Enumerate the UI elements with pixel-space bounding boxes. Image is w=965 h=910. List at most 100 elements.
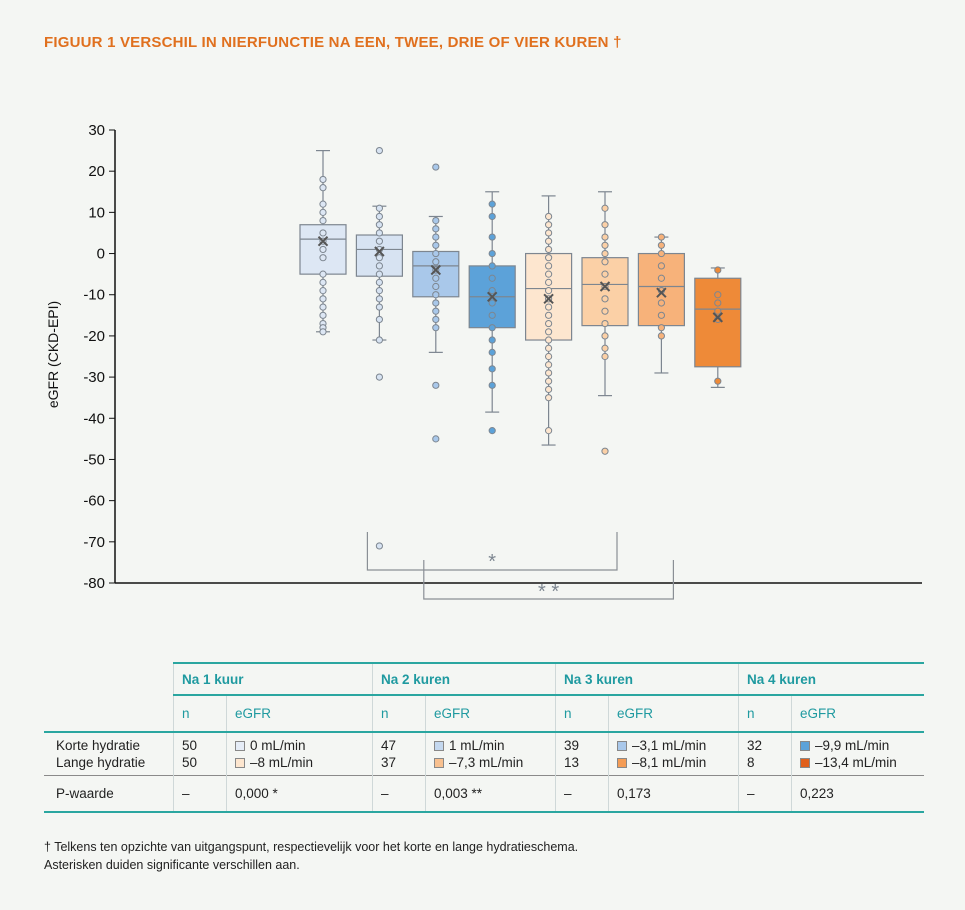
group-header-2: Na 2 kuren [372,662,556,696]
data-point [601,295,609,303]
cell-egfr-1-korte: 0 mL/min [250,738,306,753]
data-point [601,447,609,455]
y-tick-label: -50 [83,451,105,468]
data-point [714,377,722,385]
y-tick-label: 0 [97,246,105,263]
data-point [545,245,553,254]
data-point [601,204,609,212]
data-point [545,221,553,229]
data-point [545,311,553,319]
cell-n-4-korte: 32 [747,738,763,753]
data-point [432,274,440,282]
data-point [657,262,666,270]
cell-p-3: 0,173 [608,775,739,813]
data-point [319,254,327,262]
data-point [601,332,609,340]
significance-label: * [488,551,496,573]
y-tick-label: -30 [83,369,105,386]
data-point [545,212,553,221]
data-point [432,282,440,291]
data-point [488,200,496,208]
y-tick-label: -20 [83,328,105,345]
y-tick-label: -40 [83,410,105,427]
data-point [432,381,440,389]
data-point [657,274,666,282]
data-point [714,266,722,274]
data-point [714,307,722,315]
row-label-korte: Korte hydratie [56,738,141,753]
data-point [432,163,440,171]
data-point [375,287,383,295]
data-point [375,295,383,303]
col-egfr-3: eGFR [608,695,739,733]
data-point [545,344,553,352]
mean-marker [543,293,554,305]
table-row-p-waarde: P-waarde – 0,000 * – 0,003 ** – 0,173 – … [44,775,924,813]
data-point [319,328,327,336]
data-point [488,262,496,270]
data-point [432,291,440,299]
cell-dash-2: – [372,775,426,813]
data-point [488,336,496,344]
cell-dash-3: – [555,775,609,813]
footnote-line-2: Asterisken duiden significante verschill… [44,858,300,872]
data-point [657,299,666,307]
y-tick-label: -70 [83,534,105,551]
swatch-1-lange [235,758,245,768]
group-header-3: Na 3 kuren [555,662,739,696]
data-point [375,204,383,212]
data-point [714,291,722,299]
cell-p-1: 0,000 * [226,775,373,813]
data-point [714,299,722,307]
swatch-3-korte [617,741,627,751]
data-point [375,221,383,229]
data-point [657,324,666,332]
data-point [319,175,327,184]
data-point [375,229,383,237]
y-axis-label: eGFR (CKD-EPI) [45,301,61,408]
data-point [488,427,496,435]
mean-marker [712,312,724,323]
data-point [375,542,383,550]
table-group-header-row: Na 1 kuur Na 2 kuren Na 3 kuren Na 4 kur… [44,662,924,696]
data-point [545,262,553,270]
data-point [545,361,553,369]
significance-bracket [366,532,618,571]
data-point [432,435,440,443]
data-point [432,307,440,315]
cell-egfr-1-lange: –8 mL/min [250,755,314,770]
data-point [657,233,666,241]
data-point [375,315,383,324]
mean-marker [486,291,498,302]
cell-egfr-4-lange: –13,4 mL/min [815,755,897,770]
data-point [319,303,327,311]
data-point [319,287,327,295]
data-point [488,348,496,356]
data-point [319,208,327,216]
col-n-4: n [738,695,792,733]
cell-n-4-lange: 8 [747,755,755,770]
data-point [601,307,609,315]
cell-p-4: 0,223 [791,775,924,813]
data-point [545,369,553,377]
col-n-3: n [555,695,609,733]
data-point [432,217,440,225]
box-plot-chart: 30 20 10 0 -10 -20 -30 -40 -50 -60 -70 -80 eGFR (CKD… [45,122,922,603]
mean-marker [430,264,442,276]
data-point [432,324,440,332]
data-point [432,258,440,266]
cell-n-1-korte: 50 [182,738,198,753]
col-n-2: n [372,695,426,733]
data-point [432,315,440,324]
swatch-3-lange [617,758,627,768]
col-egfr-1: eGFR [226,695,373,733]
data-point [319,200,327,208]
data-point [488,365,496,373]
cell-dash-1: – [173,775,227,813]
footnote: † Telkens ten opzichte van uitgangspunt,… [44,838,578,874]
data-point [375,212,383,221]
data-point [601,270,609,278]
data-point [488,233,496,241]
data-point [601,241,609,249]
y-tick-label: 20 [88,163,105,180]
